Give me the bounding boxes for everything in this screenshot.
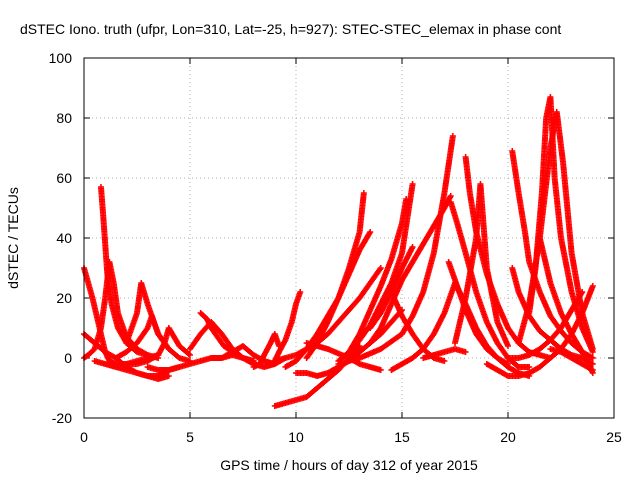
data-series [303,190,367,361]
chart-title: dSTEC Iono. truth (ufpr, Lon=310, Lat=-2… [20,21,561,37]
y-tick-label: 40 [56,230,72,246]
data-series [303,340,384,373]
x-tick-label: 10 [288,429,304,445]
data-series [447,199,533,370]
data-series [420,346,469,361]
x-tick-labels: 0 5 10 15 20 25 [80,429,622,445]
y-tick-label: -20 [52,410,72,426]
data-series [346,196,410,355]
y-tick-label: 100 [49,50,73,66]
y-tick-label: 80 [56,110,72,126]
data-series [271,289,304,364]
data-series [250,331,283,370]
y-tick-label: 0 [64,350,72,366]
data-series [112,313,172,361]
x-tick-label: 25 [606,429,622,445]
data-series [123,325,193,367]
data-points [81,94,596,409]
data-series [388,280,458,373]
x-tick-label: 15 [394,429,410,445]
x-tick-label: 20 [500,429,516,445]
y-tick-label: 60 [56,170,72,186]
x-tick-label: 0 [80,429,88,445]
x-tick-label: 5 [186,429,194,445]
data-series [335,133,456,367]
data-series [91,358,172,382]
y-tick-label: 20 [56,290,72,306]
y-tick-labels: -20 0 20 40 60 80 100 [49,50,73,426]
